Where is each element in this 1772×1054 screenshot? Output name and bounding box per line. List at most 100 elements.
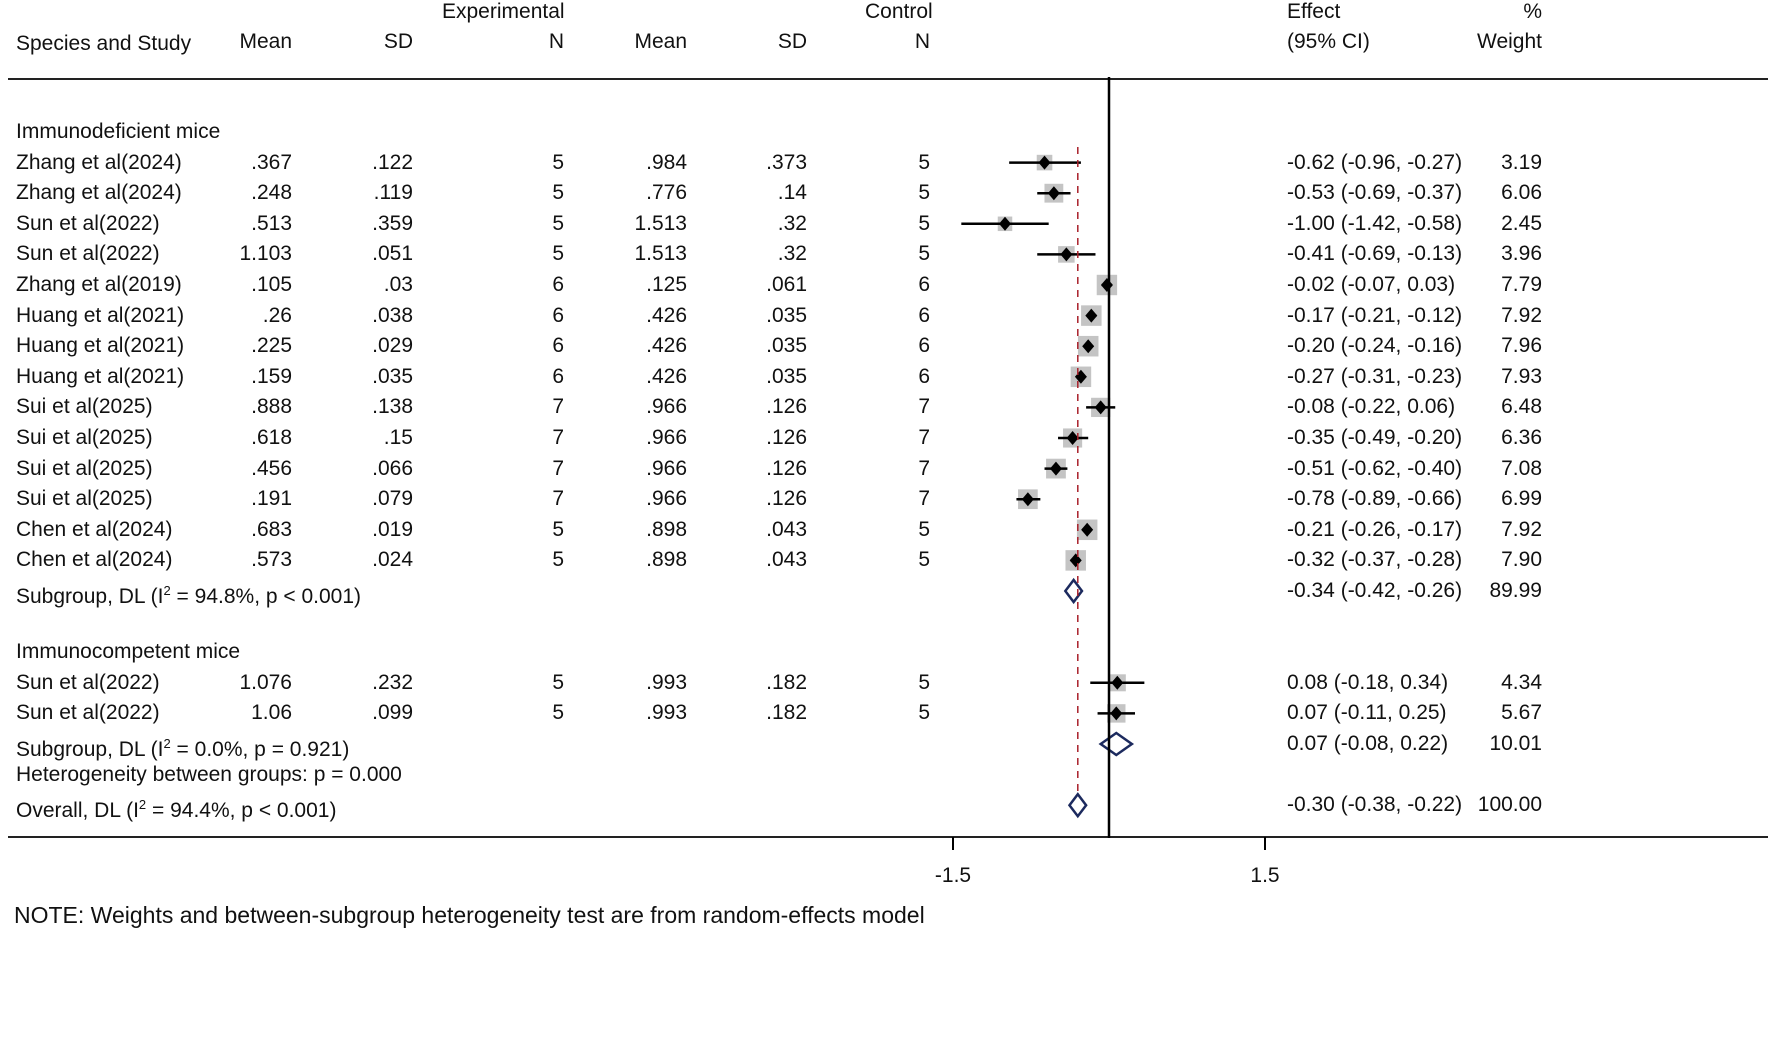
subgroup-diamond: [1098, 731, 1135, 757]
effect-ci: 0.08 (-0.18, 0.34): [1287, 670, 1449, 694]
header-effect: Effect: [1287, 0, 1341, 23]
weight: 7.93: [1501, 364, 1542, 388]
effect-ci: -0.08 (-0.22, 0.06): [1287, 395, 1456, 419]
header-experimental: Experimental: [442, 0, 565, 23]
study-name: Sui et al(2025): [16, 426, 153, 449]
ctrl-n: 5: [918, 701, 930, 725]
effect-ci: -0.17 (-0.21, -0.12): [1287, 303, 1463, 327]
ctrl-sd: .043: [766, 548, 807, 572]
exp-mean: 1.06: [251, 701, 292, 725]
study-name: Zhang et al(2024): [16, 150, 182, 174]
subgroup-label: Subgroup, DL (I2 = 0.0%, p = 0.921): [16, 736, 350, 761]
exp-sd: .029: [372, 334, 413, 358]
study-name: Sun et al(2022): [16, 670, 160, 694]
exp-sd: .066: [372, 456, 413, 480]
effect-ci: -0.62 (-0.96, -0.27): [1287, 150, 1463, 174]
ctrl-mean: 1.513: [634, 242, 687, 266]
header-ctrl-n: N: [914, 30, 930, 53]
ctrl-n: 5: [918, 150, 930, 174]
exp-mean: .191: [251, 487, 292, 511]
exp-mean: .456: [251, 456, 292, 480]
ctrl-n: 6: [918, 273, 930, 296]
ctrl-mean: .426: [646, 334, 687, 358]
effect-ci: -0.32 (-0.37, -0.28): [1287, 548, 1463, 572]
effect-ci: -0.53 (-0.69, -0.37): [1287, 181, 1463, 205]
exp-n: 7: [552, 395, 564, 419]
study-name: Chen et al(2024): [16, 548, 173, 572]
header-weight: Weight: [1477, 30, 1542, 53]
ctrl-n: 5: [918, 548, 930, 572]
point-estimate: [1021, 492, 1034, 507]
effect-ci: -1.00 (-1.42, -0.58): [1287, 211, 1463, 235]
ctrl-n: 6: [918, 364, 930, 388]
exp-sd: .138: [372, 395, 413, 419]
weight: 7.92: [1501, 517, 1542, 541]
weight: 6.48: [1501, 395, 1542, 419]
ctrl-sd: .126: [766, 395, 807, 419]
exp-mean: .513: [251, 211, 292, 235]
header-species-study: Species and Study: [16, 32, 192, 55]
weight: 7.92: [1501, 303, 1542, 327]
exp-n: 5: [552, 548, 564, 572]
footnote: NOTE: Weights and between-subgroup heter…: [14, 902, 925, 928]
effect-ci: -0.35 (-0.49, -0.20): [1287, 426, 1463, 449]
study-name: Sun et al(2022): [16, 242, 160, 266]
study-name: Sui et al(2025): [16, 487, 153, 511]
effect-ci: -0.51 (-0.62, -0.40): [1287, 456, 1463, 480]
ctrl-n: 7: [918, 426, 930, 449]
ctrl-mean: .966: [646, 456, 687, 480]
ctrl-mean: .993: [646, 701, 687, 725]
weight: 5.67: [1501, 701, 1542, 725]
point-estimate: [1066, 431, 1079, 445]
heterogeneity-text: Heterogeneity between groups: p = 0.000: [16, 762, 402, 786]
ctrl-n: 5: [918, 670, 930, 694]
ctrl-sd: .126: [766, 487, 807, 511]
exp-mean: .26: [262, 303, 292, 327]
point-estimate: [1111, 675, 1124, 690]
effect-ci: -0.78 (-0.89, -0.66): [1287, 487, 1463, 511]
weight: 2.45: [1501, 211, 1542, 235]
ctrl-n: 5: [918, 181, 930, 205]
exp-mean: .573: [251, 548, 292, 572]
ctrl-mean: .426: [646, 364, 687, 388]
exp-sd: .099: [372, 701, 413, 725]
exp-n: 7: [552, 426, 564, 449]
weight: 7.96: [1501, 334, 1542, 358]
effect-ci: -0.27 (-0.31, -0.23): [1287, 364, 1463, 388]
ctrl-n: 5: [918, 242, 930, 266]
point-estimate: [999, 216, 1011, 231]
overall-weight: 100.00: [1477, 793, 1542, 817]
x-tick-label: -1.5: [935, 864, 971, 887]
effect-ci: -0.20 (-0.24, -0.16): [1287, 334, 1463, 358]
ctrl-n: 6: [918, 303, 930, 327]
effect-ci: -0.02 (-0.07, 0.03): [1287, 273, 1456, 296]
ctrl-sd: .182: [766, 701, 807, 725]
ctrl-mean: .966: [646, 426, 687, 449]
subgroup-weight: 89.99: [1489, 579, 1542, 602]
ctrl-sd: .182: [766, 670, 807, 694]
study-name: Sui et al(2025): [16, 456, 153, 480]
exp-n: 5: [552, 670, 564, 694]
point-estimate: [1060, 247, 1073, 262]
ctrl-mean: .966: [646, 395, 687, 419]
study-name: Sun et al(2022): [16, 211, 160, 235]
ctrl-sd: .126: [766, 426, 807, 449]
study-name: Huang et al(2021): [16, 364, 185, 388]
point-estimate: [1094, 400, 1107, 415]
group-heading: Immunocompetent mice: [16, 640, 241, 664]
exp-n: 5: [552, 701, 564, 725]
exp-mean: 1.076: [239, 670, 292, 694]
subgroup-diamond: [1063, 577, 1084, 605]
ctrl-mean: .966: [646, 487, 687, 511]
header-exp-sd: SD: [383, 30, 413, 53]
ctrl-sd: .373: [766, 150, 807, 174]
ctrl-sd: .14: [777, 181, 807, 205]
ctrl-sd: .035: [766, 364, 807, 388]
effect-ci: -0.21 (-0.26, -0.17): [1287, 517, 1463, 541]
header-percent: %: [1523, 0, 1542, 23]
point-estimate: [1047, 186, 1060, 201]
exp-mean: .225: [251, 334, 292, 358]
exp-sd: .079: [372, 487, 413, 511]
point-estimate: [1082, 339, 1095, 354]
